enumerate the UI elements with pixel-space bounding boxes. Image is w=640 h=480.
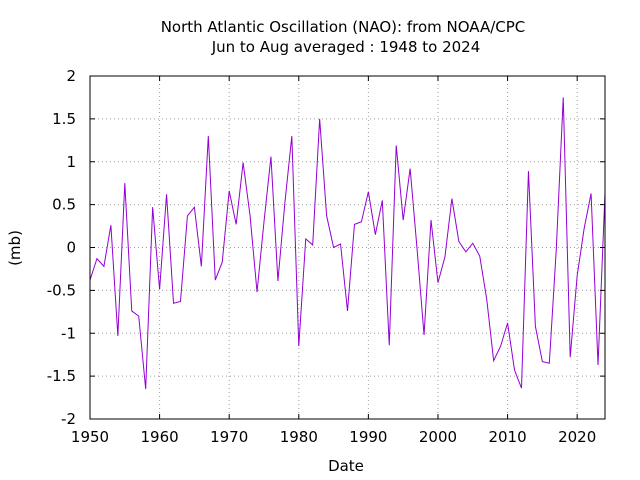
series-layer bbox=[90, 97, 605, 390]
y-tick-label: -1 bbox=[61, 324, 76, 342]
x-axis-label: Date bbox=[328, 457, 364, 475]
y-tick-label: 1.5 bbox=[52, 110, 76, 128]
x-tick-label: 1980 bbox=[280, 428, 318, 446]
chart-subtitle: Jun to Aug averaged : 1948 to 2024 bbox=[211, 38, 481, 56]
y-axis-label: (mb) bbox=[6, 230, 24, 266]
y-tick-label: -2 bbox=[61, 410, 76, 428]
nao-series-line bbox=[90, 97, 605, 390]
y-tick-label: 1 bbox=[66, 153, 76, 171]
y-tick-label: -1.5 bbox=[47, 367, 76, 385]
x-tick-label: 1950 bbox=[71, 428, 109, 446]
x-tick-label: 2000 bbox=[419, 428, 457, 446]
grid-layer bbox=[90, 76, 605, 419]
y-tick-label: 0 bbox=[66, 239, 76, 257]
y-tick-label: -0.5 bbox=[47, 281, 76, 299]
x-tick-label: 1960 bbox=[141, 428, 179, 446]
x-tick-label: 2010 bbox=[488, 428, 526, 446]
y-tick-label: 2 bbox=[66, 67, 76, 85]
x-tick-label: 2020 bbox=[558, 428, 596, 446]
plot-frame bbox=[89, 75, 606, 420]
x-tick-label: 1990 bbox=[349, 428, 387, 446]
y-tick-label: 0.5 bbox=[52, 196, 76, 214]
x-tick-label: 1970 bbox=[210, 428, 248, 446]
chart-title: North Atlantic Oscillation (NAO): from N… bbox=[161, 18, 526, 36]
